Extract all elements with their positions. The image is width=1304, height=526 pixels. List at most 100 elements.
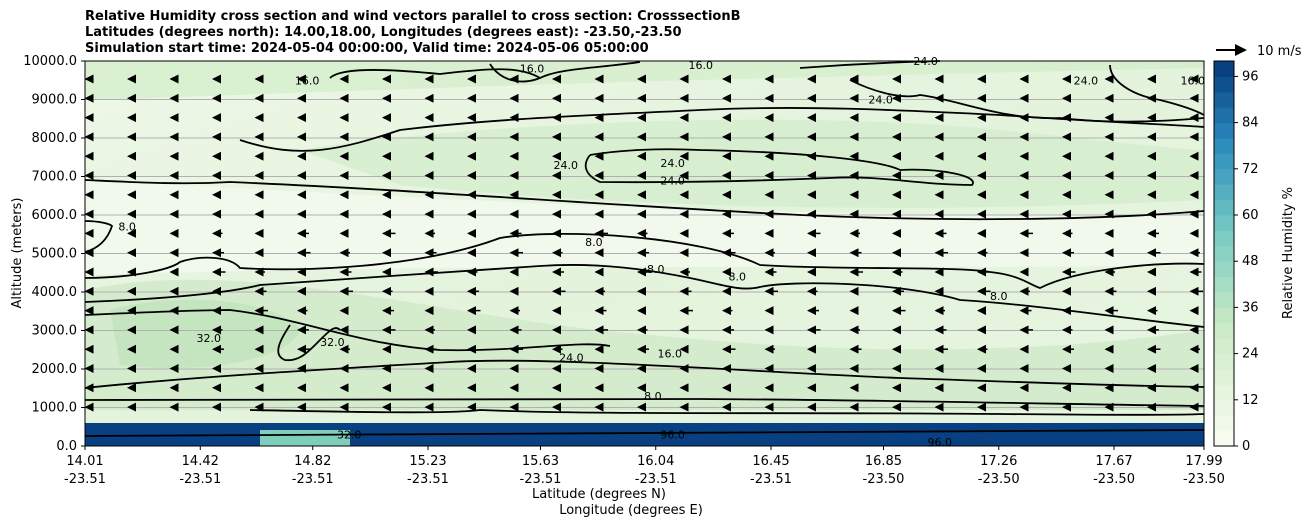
colorbar-tick-label: 24 xyxy=(1242,347,1259,362)
colorbar-segment xyxy=(1214,215,1234,231)
contour-label: 8.0 xyxy=(118,221,136,234)
colorbar-segment xyxy=(1214,61,1234,77)
contour-label: 32.0 xyxy=(320,336,345,349)
x-tick-label-lon: -23.50 xyxy=(863,472,905,487)
colorbar-segment xyxy=(1214,430,1234,447)
contour-line xyxy=(584,148,974,186)
contour-label: 16.0 xyxy=(520,63,545,76)
x-tick-label-lat: 15.63 xyxy=(522,454,559,469)
chart-title: Relative Humidity cross section and wind… xyxy=(85,9,741,57)
contour-line xyxy=(84,359,1205,389)
contour-label: 96.0 xyxy=(927,436,952,449)
colorbar-segment xyxy=(1214,107,1234,124)
colorbar-label: Relative Humidity % xyxy=(1281,187,1296,319)
contour-line xyxy=(84,179,1205,221)
contour-line xyxy=(84,264,1205,328)
colorbar-segment xyxy=(1214,353,1234,370)
colorbar-tick-label: 48 xyxy=(1242,254,1259,269)
contour-label: 8.0 xyxy=(729,271,747,284)
colorbar-tick-label: 84 xyxy=(1242,116,1259,131)
colorbar-segment xyxy=(1214,322,1234,339)
contour-label: 8.0 xyxy=(990,290,1008,303)
y-tick-label: 10000.0 xyxy=(23,54,77,69)
x-tick-label-lon: -23.50 xyxy=(1183,472,1225,487)
y-axis-label: Altitude (meters) xyxy=(10,198,25,309)
colorbar-tick-label: 96 xyxy=(1242,69,1259,84)
colorbar-segment xyxy=(1214,292,1234,308)
y-tick-label: 0.0 xyxy=(56,439,77,454)
x-axis: 14.01 -23.51 14.42 -23.51 14.82 -23.51 15.23 -2… xyxy=(64,446,1225,487)
x-tick-label-lat: 16.85 xyxy=(865,454,902,469)
x-tick-label-lat: 14.42 xyxy=(182,454,219,469)
colorbar-segment xyxy=(1214,276,1234,293)
x-tick-label-lon: -23.51 xyxy=(635,472,677,487)
rh-dry-layer xyxy=(85,180,1204,275)
contour-line xyxy=(277,324,341,362)
y-tick-label: 3000.0 xyxy=(32,324,78,339)
x-tick-label-lat: 16.04 xyxy=(637,454,674,469)
x-tick-label-lat: 15.23 xyxy=(409,454,446,469)
colorbar-segment xyxy=(1214,338,1234,355)
contour-label: 32.0 xyxy=(196,332,221,345)
x-tick-label-lon: -23.51 xyxy=(179,472,221,487)
title-line-1: Relative Humidity cross section and wind… xyxy=(85,9,741,24)
colorbar-tick-label: 36 xyxy=(1242,300,1259,315)
contour-label: 16.0 xyxy=(295,74,320,87)
colorbar-segment xyxy=(1214,245,1234,262)
colorbar-segment xyxy=(1214,307,1234,324)
x-tick-label-lon: -23.51 xyxy=(64,472,106,487)
contour-label: 24.0 xyxy=(1074,74,1099,87)
rh-moist-core xyxy=(110,299,300,369)
contour-line xyxy=(489,63,541,83)
y-tick-label: 2000.0 xyxy=(32,362,78,377)
contour-label: 8.0 xyxy=(585,236,603,249)
colorbar-segment xyxy=(1214,230,1234,247)
x-axis-label-longitude: Longitude (degrees E) xyxy=(559,503,703,518)
colorbar-segment xyxy=(1214,91,1234,108)
colorbar-segment xyxy=(1214,399,1234,416)
x-tick-label-lat: 16.45 xyxy=(752,454,789,469)
colorbar: 0 12 24 36 48 60 72 84 96 xyxy=(1213,60,1259,454)
contour-label: 24.0 xyxy=(868,94,893,107)
y-axis: 0.0 1000.0 2000.0 3000.0 4000.0 5000.0 6000.0 7… xyxy=(23,54,85,454)
colorbar-segment xyxy=(1214,369,1234,385)
colorbar-segment xyxy=(1214,199,1234,216)
contour-label: 24.0 xyxy=(660,174,685,187)
contour-label: 32.0 xyxy=(337,428,362,441)
contour-line xyxy=(249,409,1205,416)
colorbar-segment xyxy=(1214,168,1234,185)
colorbar-segment xyxy=(1214,261,1234,278)
colorbar-segment xyxy=(1214,76,1234,93)
x-tick-label-lon: -23.51 xyxy=(407,472,449,487)
contour-line xyxy=(84,309,611,352)
contour-label: 24.0 xyxy=(554,159,579,172)
x-tick-label-lon: -23.50 xyxy=(1093,472,1135,487)
contour-label: 24.0 xyxy=(660,157,685,170)
x-tick-label-lon: -23.51 xyxy=(750,472,792,487)
contour-line xyxy=(84,220,114,253)
colorbar-segment xyxy=(1214,138,1234,154)
rh-saturated-surface-layer xyxy=(85,423,1204,446)
x-tick-label-lon: -23.51 xyxy=(292,472,334,487)
quiver-key: 10 m/s xyxy=(1216,44,1302,59)
x-tick-label-lat: 17.67 xyxy=(1095,454,1132,469)
contour-line xyxy=(84,233,1205,289)
y-tick-label: 4000.0 xyxy=(32,285,78,300)
contour-line xyxy=(329,61,641,80)
x-tick-label-lat: 14.82 xyxy=(294,454,331,469)
title-line-2: Latitudes (degrees north): 14.00,18.00, … xyxy=(85,25,682,40)
quiver-key-label: 10 m/s xyxy=(1257,44,1302,59)
title-line-3: Simulation start time: 2024-05-04 00:00:… xyxy=(85,41,649,56)
contour-label: 16.0 xyxy=(1181,74,1206,87)
contour-line xyxy=(849,79,1205,123)
contour-label: 24.0 xyxy=(559,351,584,364)
x-tick-label-lat: 17.99 xyxy=(1185,454,1222,469)
contour-line xyxy=(1109,64,1205,116)
contour-line xyxy=(84,398,1205,407)
y-tick-label: 5000.0 xyxy=(32,247,78,262)
colorbar-frame xyxy=(1213,60,1235,447)
colorbar-segment xyxy=(1214,122,1234,139)
contour-label: 16.0 xyxy=(688,59,713,72)
x-tick-label-lon: -23.51 xyxy=(520,472,562,487)
colorbar-tick-label: 0 xyxy=(1242,439,1250,454)
